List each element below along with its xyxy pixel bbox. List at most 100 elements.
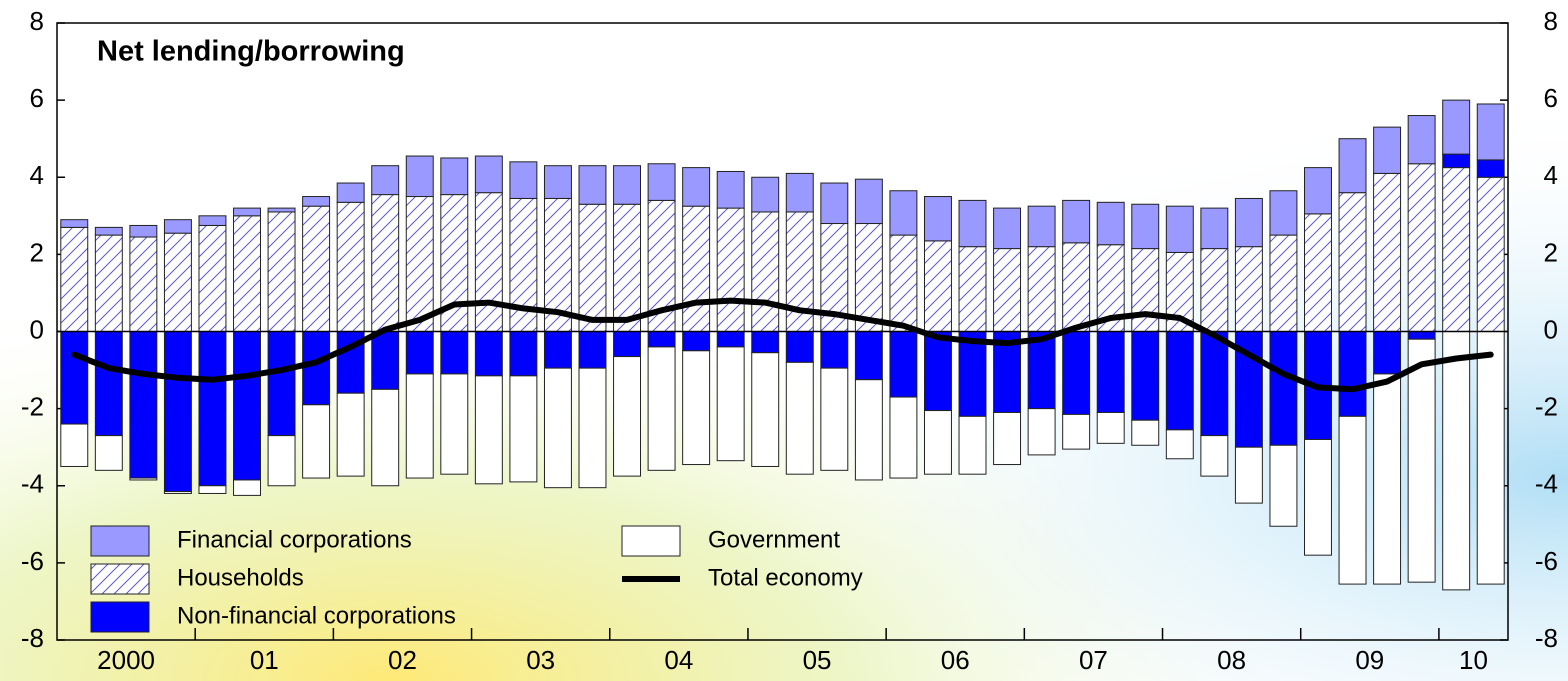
bar-segment <box>371 331 400 390</box>
bar-segment <box>60 219 89 228</box>
bar-segment <box>129 331 158 479</box>
bar-segment <box>94 331 123 437</box>
y2-tick-label: 6 <box>1544 83 1558 113</box>
bar-segment <box>613 203 642 332</box>
bar-segment <box>94 226 123 236</box>
bar-segment <box>1338 415 1367 585</box>
bar-segment <box>958 415 987 475</box>
bar-segment <box>751 352 780 467</box>
bar-segment <box>1131 203 1160 250</box>
bar-segment <box>163 219 192 234</box>
bar-segment <box>1407 338 1436 583</box>
bar-segment <box>371 388 400 487</box>
bar-segment <box>854 331 883 381</box>
bar-segment <box>233 215 261 332</box>
legend-swatch <box>90 601 150 633</box>
bar-segment <box>820 331 849 369</box>
bar-segment <box>267 207 296 213</box>
y-tick-label: -8 <box>21 623 44 653</box>
x-tick-label: 03 <box>526 645 555 675</box>
bar-segment <box>889 396 918 479</box>
bar-segment <box>302 196 331 207</box>
bar-segment <box>440 373 469 475</box>
bar-segment <box>1476 159 1505 178</box>
bar-segment <box>993 411 1022 466</box>
bar-segment <box>336 392 365 477</box>
bar-segment <box>1269 190 1298 236</box>
bar-segment <box>1027 205 1056 248</box>
bar-segment <box>820 367 849 471</box>
bar-segment <box>785 172 814 213</box>
bar-segment <box>1096 201 1125 246</box>
bar-segment <box>1338 192 1367 332</box>
bar-segment <box>1062 331 1091 415</box>
bar-segment <box>751 176 780 213</box>
x-tick-label: 09 <box>1355 645 1384 675</box>
bar-segment <box>129 236 158 333</box>
bar-segment <box>923 410 952 475</box>
y-tick-label: -4 <box>21 469 44 499</box>
bar-segment <box>923 196 952 242</box>
bar-segment <box>405 373 434 479</box>
bar-segment <box>543 367 572 489</box>
y2-tick-label: 4 <box>1544 160 1558 190</box>
bar-segment <box>647 331 676 348</box>
bar-segment <box>405 196 434 332</box>
bar-segment <box>716 207 745 333</box>
bar-segment <box>1131 419 1160 446</box>
bar-segment <box>578 331 607 369</box>
x-tick-label: 08 <box>1217 645 1246 675</box>
x-tick-label: 2000 <box>97 645 155 675</box>
bar-segment <box>440 157 469 196</box>
bar-segment <box>1062 242 1091 332</box>
bar-segment <box>1027 246 1056 333</box>
bar-segment <box>60 331 89 425</box>
bar-segment <box>647 163 676 201</box>
legend-label: Non-financial corporations <box>177 602 456 629</box>
x-tick-label: 04 <box>664 645 693 675</box>
bar-segment <box>1373 373 1402 585</box>
bar-segment <box>1062 199 1091 244</box>
bar-segment <box>371 165 400 196</box>
bar-segment <box>1096 411 1125 444</box>
bar-segment <box>336 201 365 332</box>
bar-segment <box>1200 207 1229 250</box>
y2-tick-label: -8 <box>1535 623 1558 653</box>
bar-segment <box>198 331 227 487</box>
bar-segment <box>1165 205 1194 253</box>
bar-segment <box>682 205 711 332</box>
y2-tick-label: -4 <box>1535 469 1558 499</box>
bar-segment <box>993 207 1022 250</box>
bar-segment <box>94 435 123 471</box>
bar-segment <box>785 361 814 475</box>
bar-segment <box>578 165 607 205</box>
y-tick-label: 2 <box>30 237 44 267</box>
bar-segment <box>267 211 296 332</box>
bar-segment <box>302 205 331 332</box>
bar-segment <box>543 331 572 369</box>
bar-segment <box>1062 413 1091 450</box>
bar-segment <box>1476 176 1505 332</box>
line-series <box>71 297 1494 393</box>
legend-swatch <box>621 525 681 557</box>
bar-segment <box>1131 248 1160 332</box>
y-tick-label: 4 <box>30 160 44 190</box>
bar-segment <box>1442 99 1471 155</box>
bar-segment <box>163 232 192 332</box>
bar-segment <box>1407 115 1436 165</box>
bar-segment <box>302 331 331 406</box>
bar-segment <box>1373 126 1402 174</box>
bar-segment <box>1373 331 1402 375</box>
bar-segment <box>60 226 89 333</box>
bar-segment <box>1269 331 1298 446</box>
bar-segment <box>1027 408 1056 456</box>
legend-swatch <box>90 563 150 595</box>
bar-segment <box>474 375 503 485</box>
bar-segment <box>889 234 918 332</box>
bar-segment <box>1131 331 1160 421</box>
x-tick-label: 05 <box>803 645 832 675</box>
bar-segment <box>1476 331 1505 585</box>
bar-segment <box>336 182 365 203</box>
bar-segment <box>1476 103 1505 161</box>
